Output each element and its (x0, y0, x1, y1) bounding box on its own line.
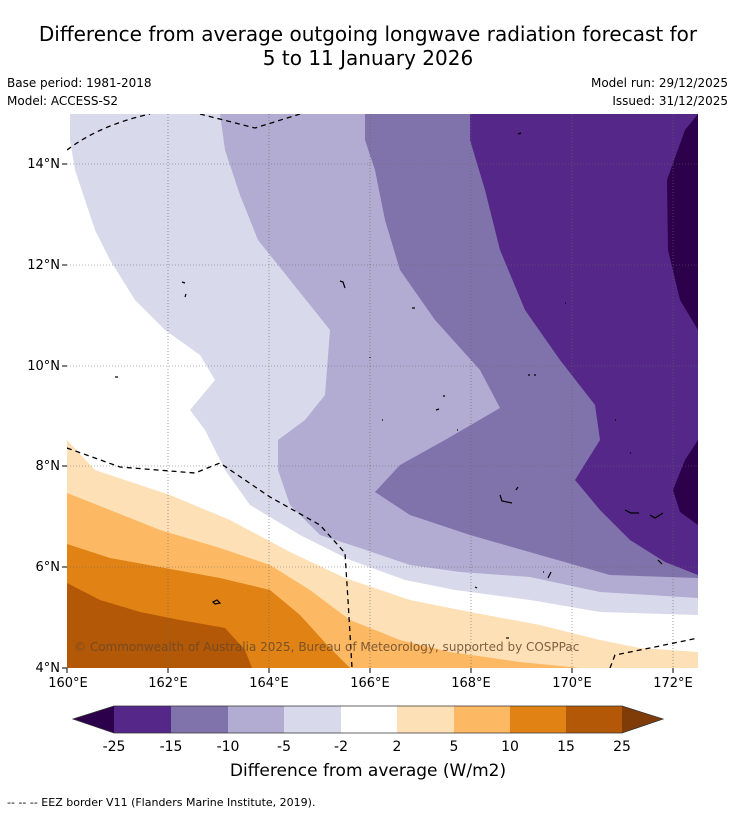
colorbar-cell (566, 706, 622, 733)
title-line-1: Difference from average outgoing longwav… (38, 22, 698, 46)
colorbar: -25 -15 -10 -5 -2 2 5 10 15 25 (71, 705, 665, 755)
meta-left: Base period: 1981-2018 Model: ACCESS-S2 (7, 74, 152, 110)
lat-label: 8°N (36, 459, 61, 474)
band-below-minus-25-south (673, 440, 698, 525)
title-line-2: 5 to 11 January 2026 (262, 46, 474, 70)
colorbar-cell (341, 706, 397, 733)
lon-label: 170°E (552, 676, 592, 691)
colorbar-label: -15 (160, 739, 183, 755)
band-plus-15-25 (67, 583, 252, 668)
colorbar-unit-label: Difference from average (W/m2) (229, 761, 507, 781)
colorbar-cell (228, 706, 284, 733)
band-below-minus-25 (667, 114, 698, 330)
lon-label: 160°E (48, 676, 88, 691)
colorbar-outline (71, 705, 665, 734)
base-period: Base period: 1981-2018 (7, 76, 152, 90)
colorbar-label: -25 (103, 739, 126, 755)
lon-label: 168°E (451, 676, 491, 691)
colorbar-cell (284, 706, 341, 733)
colorbar-label: -5 (277, 739, 291, 755)
colorbar-left-extension (73, 706, 114, 733)
eez-border (67, 114, 698, 668)
colorbar-label: 15 (557, 739, 575, 755)
islands (115, 132, 664, 639)
colorbar-cell (454, 706, 510, 733)
model-name: Model: ACCESS-S2 (7, 94, 119, 108)
colorbar-cell (114, 706, 171, 733)
anomaly-field (67, 114, 698, 668)
lat-label: 12°N (27, 258, 60, 273)
colorbar-cells (114, 706, 622, 733)
lat-label: 6°N (36, 560, 61, 575)
colorbar-label: 2 (393, 739, 402, 755)
colorbar-label: -10 (217, 739, 240, 755)
graticule (67, 114, 698, 668)
colorbar-label: 25 (613, 739, 631, 755)
colorbar-label: 5 (450, 739, 459, 755)
lon-label: 166°E (350, 676, 390, 691)
colorbar-label: -2 (334, 739, 348, 755)
colorbar-labels: -25 -15 -10 -5 -2 2 5 10 15 25 (103, 739, 631, 755)
issued-date: Issued: 31/12/2025 (612, 94, 728, 108)
colorbar-label: 10 (501, 739, 519, 755)
eez-footnote: -- -- -- EEZ border V11 (Flanders Marine… (7, 796, 316, 809)
axis-ticks (62, 163, 674, 673)
model-run: Model run: 29/12/2025 (590, 76, 728, 90)
lat-label: 10°N (27, 359, 60, 374)
lon-label: 164°E (249, 676, 289, 691)
colorbar-right-extension (622, 706, 663, 733)
longitude-labels: 160°E 162°E 164°E 166°E 168°E 170°E 172°… (48, 676, 693, 691)
copyright-notice: © Commonwealth of Australia 2025, Bureau… (74, 640, 580, 654)
map-title: Difference from average outgoing longwav… (0, 22, 736, 70)
lat-label: 4°N (36, 661, 61, 676)
latitude-labels: 14°N 12°N 10°N 8°N 6°N 4°N (27, 157, 60, 676)
colorbar-cell (397, 706, 454, 733)
meta-right: Model run: 29/12/2025 Issued: 31/12/2025 (591, 74, 728, 110)
colorbar-cell (171, 706, 228, 733)
lat-label: 14°N (27, 157, 60, 172)
colorbar-cell (510, 706, 566, 733)
lon-label: 172°E (653, 676, 693, 691)
lon-label: 162°E (148, 676, 188, 691)
band-minus-15-25 (470, 114, 698, 575)
